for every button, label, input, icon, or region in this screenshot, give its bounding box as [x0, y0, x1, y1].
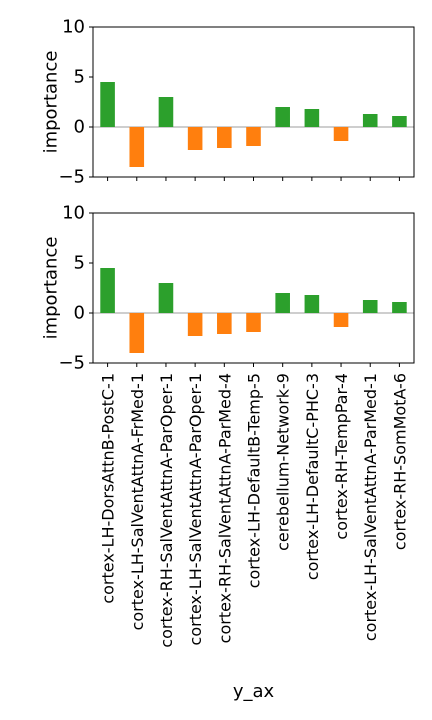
bar — [129, 313, 145, 353]
x-tick-label: cortex-LH-SalVentAttnA-ParOper-1 — [186, 373, 205, 645]
y-tick-label: 0 — [74, 117, 85, 138]
bar — [246, 313, 261, 332]
y-axis-label: importance — [41, 237, 62, 340]
x-tick-label: cortex-RH-SomMotA-6 — [390, 373, 409, 550]
y-tick-label: −5 — [58, 353, 85, 374]
y-tick-label: −5 — [58, 167, 85, 188]
y-tick-label: 10 — [62, 203, 85, 224]
bar — [275, 293, 290, 313]
bar — [304, 109, 320, 127]
y-tick-label: 5 — [74, 67, 85, 88]
bar — [158, 283, 174, 313]
panels: −50510importance−50510cortex-LH-DorsAttn… — [41, 17, 415, 702]
bar — [187, 313, 203, 336]
bar — [100, 82, 115, 127]
bar — [304, 295, 320, 313]
bar — [362, 300, 378, 313]
y-tick-label: 0 — [74, 303, 85, 324]
bar — [333, 127, 349, 141]
bar — [129, 127, 145, 167]
x-tick-label: cortex-LH-DorsAttnB-PostC-1 — [99, 373, 118, 604]
x-tick-label: cortex-LH-SalVentAttnA-ParMed-1 — [361, 373, 380, 641]
chart-panel-2: −5 0 5 10 cortex-LH-DorsAttnB-PostC-1 cortex-… — [41, 203, 415, 702]
x-tick-label: cortex-LH-DefaultC-PHC-3 — [303, 373, 322, 580]
bar — [333, 313, 349, 327]
bar — [187, 127, 203, 150]
x-tick-label: cortex-RH-SalVentAttnA-ParOper-1 — [157, 373, 176, 648]
x-tick-label: cortex-RH-TempPar-4 — [332, 373, 351, 540]
bar — [100, 268, 115, 313]
x-tick-label: cortex-RH-SalVentAttnA-ParMed-4 — [215, 373, 234, 643]
bar — [392, 116, 407, 127]
y-tick-label: 5 — [74, 253, 85, 274]
y-tick-label: 10 — [62, 17, 85, 38]
bar — [246, 127, 261, 146]
x-tick-label: cortex-LH-SalVentAttnA-FrMed-1 — [128, 373, 147, 630]
y-axis-label: importance — [41, 51, 62, 154]
x-tick-label: cortex-LH-DefaultB-Temp-5 — [245, 373, 264, 588]
bar — [158, 97, 174, 127]
bar — [217, 127, 232, 148]
bar — [217, 313, 232, 334]
bar — [362, 114, 378, 127]
x-axis-label: y_ax — [233, 681, 275, 702]
bar — [392, 302, 407, 313]
x-tick-label: cerebellum-Network-9 — [274, 373, 293, 551]
bar — [275, 107, 290, 127]
